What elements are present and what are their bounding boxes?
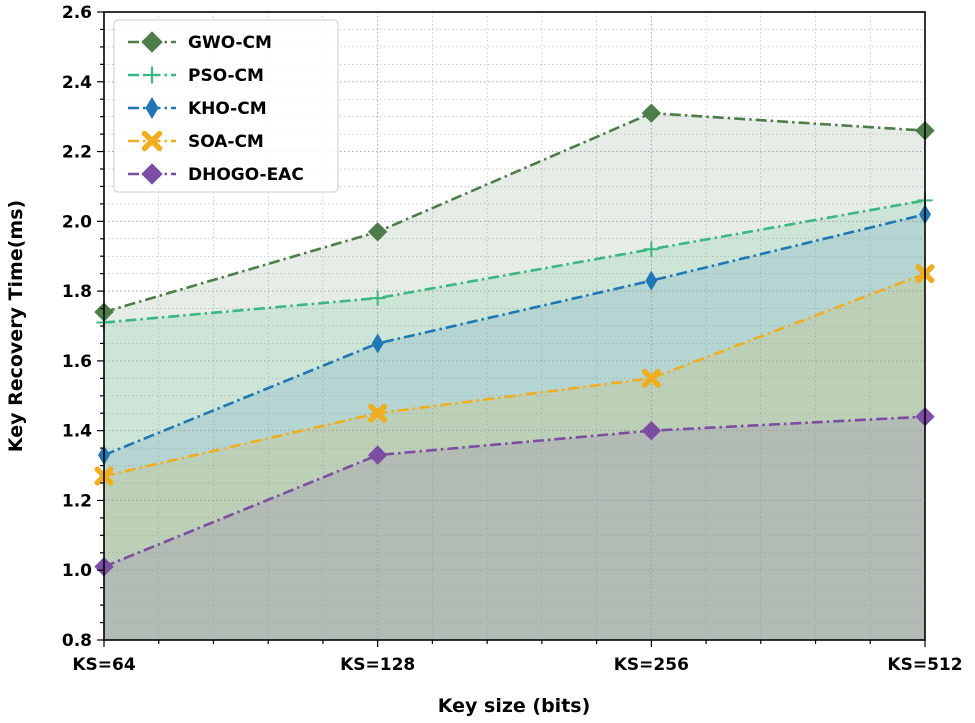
- legend-marker: [143, 66, 161, 84]
- y-tick-label: 2.6: [62, 3, 92, 23]
- y-tick-label: 1.2: [62, 491, 92, 511]
- data-point-0-2: [641, 103, 662, 123]
- legend: GWO-CM PSO-CM KHO-CM SOA-CM DHOGO-EAC: [113, 19, 339, 193]
- series-line-1: [103, 199, 926, 324]
- area-fill-0: [104, 113, 925, 640]
- y-tick-label: 1.6: [62, 352, 92, 372]
- x-tick-label: KS=128: [340, 655, 415, 675]
- data-point-3-2: [641, 368, 661, 388]
- data-point-1-2: [643, 241, 659, 257]
- x-tick-label: KS=64: [72, 655, 135, 675]
- y-tick-label: 1.4: [62, 422, 92, 442]
- area-fill-4: [104, 416, 925, 640]
- y-tick-label: 2.4: [62, 73, 92, 93]
- data-point-1-1: [370, 290, 386, 306]
- data-point-4-2: [641, 420, 662, 441]
- legend-label: PSO-CM: [188, 66, 264, 86]
- data-point-3-1: [368, 403, 388, 423]
- data-point-2-2: [645, 270, 658, 291]
- x-axis-title: Key size (bits): [438, 695, 591, 717]
- legend-label: DHOGO-EAC: [188, 165, 304, 185]
- area-fill-3: [104, 273, 925, 640]
- y-tick-label: 1.0: [62, 561, 92, 581]
- legend-item: PSO-CM: [128, 66, 264, 86]
- legend-box: [113, 19, 339, 193]
- series-line-0: [103, 111, 926, 314]
- legend-item: GWO-CM: [128, 31, 272, 53]
- legend-item: KHO-CM: [128, 97, 267, 119]
- x-tick-label: KS=512: [887, 655, 962, 675]
- x-tick-label: KS=256: [614, 655, 689, 675]
- y-axis-title: Key Recovery Time(ms): [5, 200, 27, 452]
- legend-marker: [141, 31, 163, 53]
- area-fills: [104, 113, 925, 640]
- legend-item: DHOGO-EAC: [128, 163, 304, 185]
- legend-marker: [141, 163, 163, 185]
- legend-item: SOA-CM: [128, 130, 264, 152]
- series-line-2: [103, 213, 926, 457]
- legend-marker: [145, 97, 159, 119]
- series-line-3: [103, 272, 926, 478]
- series-line-4: [103, 415, 926, 568]
- data-point-2-1: [371, 333, 384, 354]
- legend-label: KHO-CM: [188, 99, 267, 119]
- legend-marker: [141, 130, 163, 152]
- area-fill-1: [104, 200, 925, 640]
- data-point-4-1: [367, 445, 388, 465]
- series-lines: [103, 111, 926, 568]
- y-tick-label: 1.8: [62, 282, 92, 302]
- area-fill-2: [104, 214, 925, 640]
- y-tick-label: 2.2: [62, 143, 92, 163]
- tick-labels: 0.8 1.0 1.2 1.4 1.6 1.8 2.0 2.2 2.4 2.6 KS=64 KS=12…: [62, 3, 963, 675]
- data-point-0-1: [367, 222, 388, 242]
- axes: [97, 11, 926, 647]
- y-tick-label: 0.8: [62, 631, 92, 651]
- y-tick-label: 2.0: [62, 212, 92, 232]
- legend-label: GWO-CM: [188, 33, 272, 53]
- legend-label: SOA-CM: [188, 132, 264, 152]
